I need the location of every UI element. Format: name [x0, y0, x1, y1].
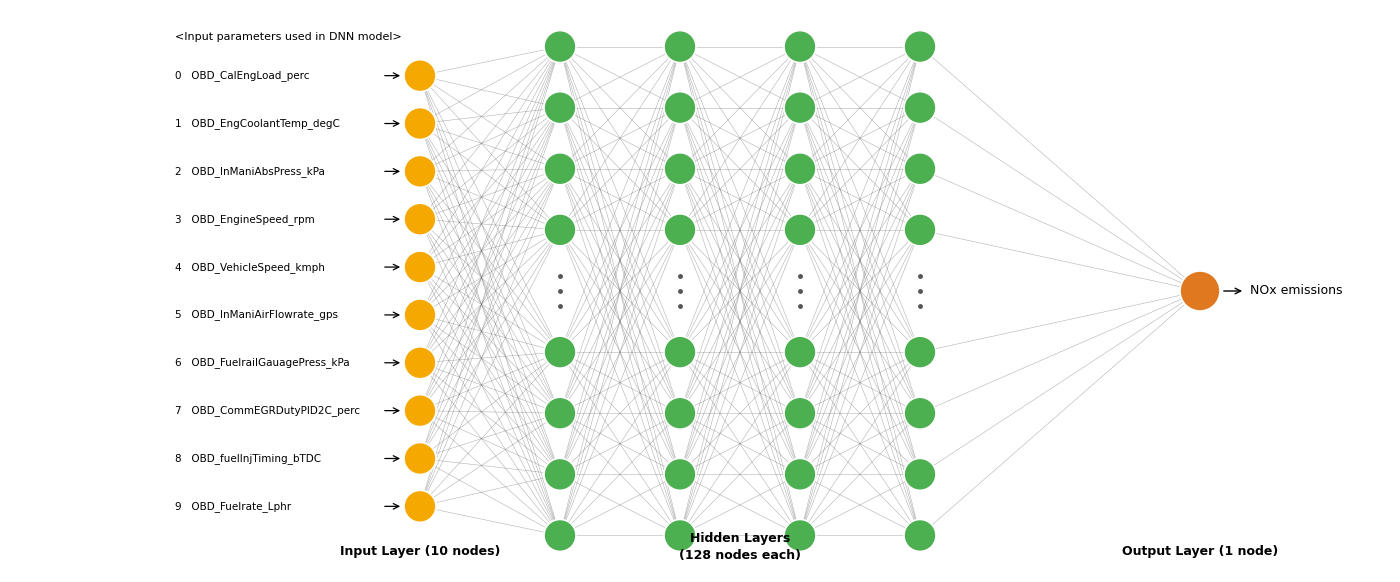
Circle shape — [904, 398, 937, 429]
Circle shape — [405, 491, 435, 522]
Circle shape — [405, 203, 435, 235]
Circle shape — [784, 336, 816, 368]
Circle shape — [904, 31, 937, 62]
Circle shape — [405, 108, 435, 140]
Text: NOx emissions: NOx emissions — [1250, 285, 1343, 297]
Circle shape — [904, 92, 937, 123]
Text: 5   OBD_InManiAirFlowrate_gps: 5 OBD_InManiAirFlowrate_gps — [175, 310, 337, 320]
Circle shape — [904, 214, 937, 246]
Circle shape — [904, 153, 937, 184]
Circle shape — [405, 60, 435, 91]
Circle shape — [405, 155, 435, 187]
Circle shape — [545, 459, 575, 490]
Circle shape — [405, 251, 435, 283]
Circle shape — [405, 299, 435, 331]
Circle shape — [1180, 271, 1219, 311]
Circle shape — [904, 336, 937, 368]
Circle shape — [784, 520, 816, 551]
Circle shape — [784, 92, 816, 123]
Text: 7   OBD_CommEGRDutyPID2C_perc: 7 OBD_CommEGRDutyPID2C_perc — [175, 405, 360, 416]
Circle shape — [784, 214, 816, 246]
Circle shape — [545, 153, 575, 184]
Circle shape — [664, 520, 696, 551]
Text: 3   OBD_EngineSpeed_rpm: 3 OBD_EngineSpeed_rpm — [175, 214, 315, 225]
Text: 2   OBD_InManiAbsPress_kPa: 2 OBD_InManiAbsPress_kPa — [175, 166, 325, 177]
Circle shape — [784, 398, 816, 429]
Circle shape — [784, 31, 816, 62]
Text: 9   OBD_Fuelrate_Lphr: 9 OBD_Fuelrate_Lphr — [175, 501, 291, 512]
Text: Output Layer (1 node): Output Layer (1 node) — [1121, 545, 1278, 559]
Text: 8   OBD_fuelInjTiming_bTDC: 8 OBD_fuelInjTiming_bTDC — [175, 453, 321, 464]
Circle shape — [904, 459, 937, 490]
Text: 1   OBD_EngCoolantTemp_degC: 1 OBD_EngCoolantTemp_degC — [175, 118, 340, 129]
Circle shape — [545, 398, 575, 429]
Circle shape — [545, 336, 575, 368]
Text: Input Layer (10 nodes): Input Layer (10 nodes) — [340, 545, 500, 559]
Circle shape — [664, 153, 696, 184]
Circle shape — [784, 153, 816, 184]
Circle shape — [405, 442, 435, 474]
Circle shape — [545, 31, 575, 62]
Text: 6   OBD_FuelrailGauagePress_kPa: 6 OBD_FuelrailGauagePress_kPa — [175, 357, 350, 368]
Circle shape — [904, 520, 937, 551]
Circle shape — [664, 31, 696, 62]
Circle shape — [664, 398, 696, 429]
Text: <Input parameters used in DNN model>: <Input parameters used in DNN model> — [175, 33, 402, 42]
Circle shape — [545, 214, 575, 246]
Circle shape — [405, 395, 435, 427]
Circle shape — [664, 92, 696, 123]
Text: Hidden Layers
(128 nodes each): Hidden Layers (128 nodes each) — [679, 532, 801, 562]
Circle shape — [664, 336, 696, 368]
Circle shape — [545, 520, 575, 551]
Circle shape — [784, 459, 816, 490]
Circle shape — [664, 214, 696, 246]
Text: 0   OBD_CalEngLoad_perc: 0 OBD_CalEngLoad_perc — [175, 70, 309, 81]
Circle shape — [664, 459, 696, 490]
Text: 4   OBD_VehicleSpeed_kmph: 4 OBD_VehicleSpeed_kmph — [175, 262, 325, 272]
Circle shape — [405, 347, 435, 379]
Circle shape — [545, 92, 575, 123]
